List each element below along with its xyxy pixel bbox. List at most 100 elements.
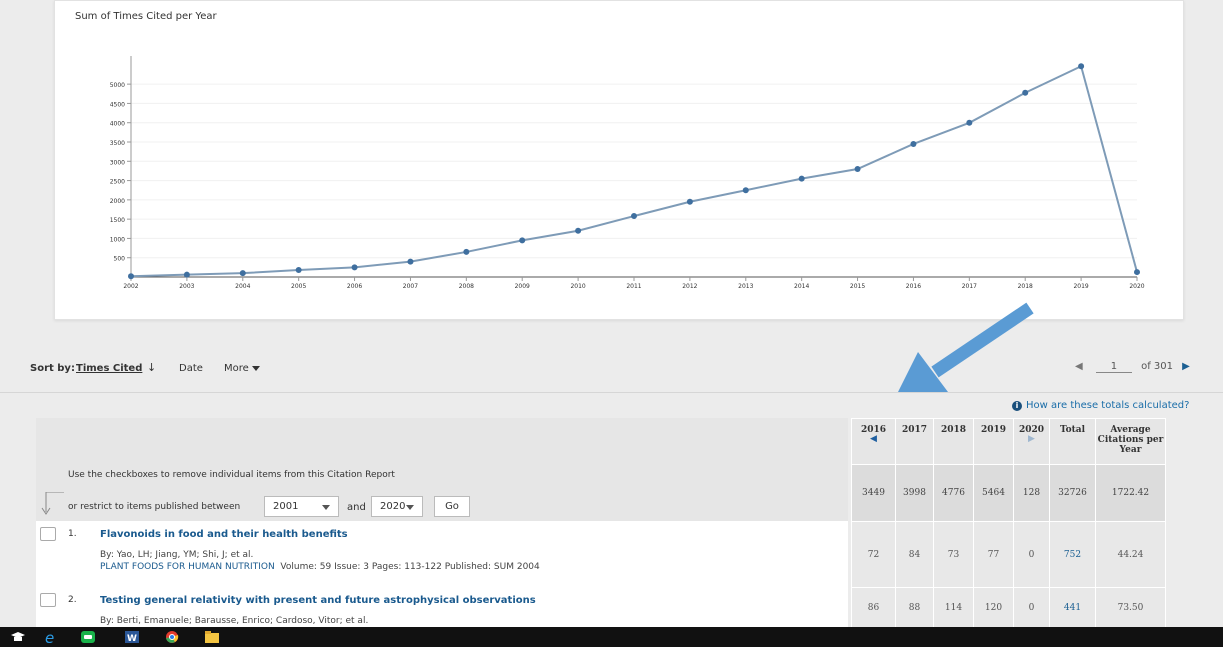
record-authors: By: Yao, LH; Jiang, YM; Shi, J; et al. [100,550,254,560]
x-tick-label: 2010 [570,283,585,290]
data-point [239,270,246,277]
total-cell: 32726 [1049,464,1096,522]
total-cell: 4776 [933,464,974,522]
file-explorer-icon[interactable] [204,630,220,644]
x-tick-label: 2015 [850,283,865,290]
series-line [130,64,1138,278]
record-cell: 114 [933,587,974,628]
total-header: Total [1049,418,1096,465]
x-tick-label: 2013 [738,283,753,290]
record-number: 1. [68,529,77,539]
x-tick-label: 2006 [347,283,362,290]
record-cell: 0 [1013,521,1050,588]
internet-explorer-icon[interactable]: e [44,630,60,644]
record-cell: 44.24 [1095,521,1166,588]
record-total-link[interactable]: 441 [1049,587,1096,628]
record-cell: 86 [851,587,896,628]
record-cell: 73.50 [1095,587,1166,628]
x-tick-label: 2018 [1018,283,1033,290]
y-tick-label: 5000 [110,82,125,89]
data-point [854,166,861,172]
x-tick-label: 2020 [1129,283,1144,290]
record-checkbox[interactable] [40,527,56,541]
year-header-2020: 2020 ▶ [1013,418,1050,465]
x-tick-label: 2009 [515,283,530,290]
from-year-select[interactable]: 2001 [264,496,339,517]
data-point [575,227,582,234]
record-cell: 77 [973,521,1014,588]
sort-descending-icon[interactable]: ↓ [147,361,157,374]
prev-years-icon[interactable]: ◀ [870,434,877,444]
x-tick-label: 2012 [682,283,697,290]
total-cell: 5464 [973,464,1014,522]
section-divider [0,392,1223,393]
to-year-select[interactable]: 2020 [371,496,423,517]
next-page-icon[interactable]: ▶ [1182,361,1190,372]
chevron-down-icon [251,365,260,371]
restrict-instructions: Use the checkboxes to remove individual … [68,470,395,480]
line-app-icon[interactable] [80,630,96,644]
y-tick-label: 500 [114,256,126,263]
y-tick-label: 1500 [110,217,125,224]
data-point [351,264,358,271]
restrict-arrow-icon [41,492,64,515]
data-point [1022,89,1029,96]
totals-help-text: How are these totals calculated? [1026,400,1190,411]
record-cell: 73 [933,521,974,588]
x-tick-label: 2019 [1073,283,1088,290]
y-tick-label: 2000 [110,198,125,205]
data-point [742,187,749,194]
totals-help-link[interactable]: i How are these totals calculated? [1012,400,1189,411]
y-tick-label: 4000 [110,121,125,128]
go-button[interactable]: Go [434,496,470,517]
y-tick-label: 2500 [110,179,125,186]
x-tick-label: 2016 [906,283,921,290]
chevron-down-icon [322,505,330,510]
sort-times-cited-link[interactable]: Times Cited [76,363,143,374]
x-tick-label: 2005 [291,283,306,290]
word-icon[interactable]: W [124,630,140,644]
restrict-range-label: or restrict to items published between [68,502,241,512]
record-title-link[interactable]: Testing general relativity with present … [100,595,536,606]
y-tick-label: 3000 [110,159,125,166]
os-taskbar: e W [0,627,1223,647]
data-point [463,248,470,255]
x-tick-label: 2003 [179,283,194,290]
y-tick-label: 3500 [110,140,125,147]
data-point [128,273,134,280]
sort-more-dropdown[interactable]: More [224,363,260,374]
record-cell: 0 [1013,587,1050,628]
data-point [1134,269,1140,276]
record-number: 2. [68,595,77,605]
citation-year-table: 2016 ◀ 2017 2018 2019 2020 ▶ Total Average… [851,418,1166,628]
record-journal-link[interactable]: PLANT FOODS FOR HUMAN NUTRITION [100,562,275,572]
x-tick-label: 2004 [235,283,250,290]
page-number-input[interactable]: 1 [1095,361,1132,373]
year-header-2016: 2016 ◀ [851,418,896,465]
next-years-icon[interactable]: ▶ [1028,434,1035,444]
sort-bar: Sort by: Times Cited ↓ Date More ◀ 1 of … [0,350,1223,390]
total-cell: 3449 [851,464,896,522]
data-point [631,213,637,220]
year-header-2018: 2018 [933,418,974,465]
prev-page-icon[interactable]: ◀ [1075,361,1083,372]
x-tick-label: 2011 [626,283,641,290]
record-cell: 72 [851,521,896,588]
x-tick-label: 2014 [794,283,809,290]
graduation-cap-icon[interactable] [10,630,26,644]
data-point [295,267,302,274]
total-cell: 1722.42 [1095,464,1166,522]
record-title-link[interactable]: Flavonoids in food and their health bene… [100,529,348,540]
chrome-icon[interactable] [164,630,180,644]
sort-date-link[interactable]: Date [179,363,203,374]
record-cell: 88 [895,587,934,628]
record-checkbox[interactable] [40,593,56,607]
chevron-down-icon [406,505,414,510]
total-cell: 128 [1013,464,1050,522]
chart-title: Sum of Times Cited per Year [75,11,217,22]
total-cell: 3998 [895,464,934,522]
record-source: PLANT FOODS FOR HUMAN NUTRITION Volume: … [100,562,540,572]
record-total-link[interactable]: 752 [1049,521,1096,588]
data-point [519,237,526,244]
svg-text:W: W [127,634,137,644]
